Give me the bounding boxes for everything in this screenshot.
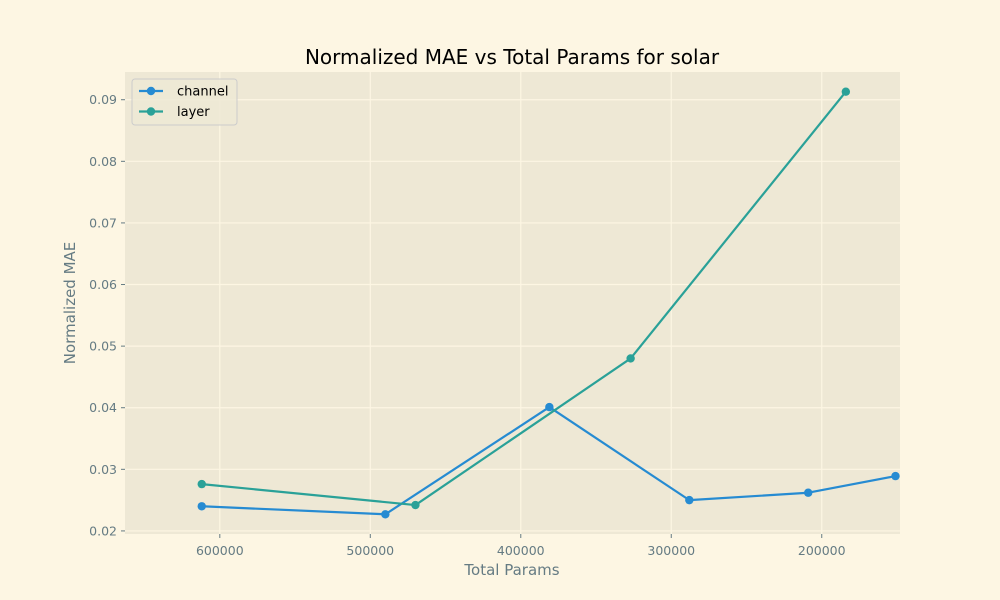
legend-marker-swatch [146, 86, 156, 96]
y-axis-label: Normalized MAE [61, 242, 79, 365]
legend-items: channel layer [139, 85, 228, 120]
data-point-layer [411, 500, 420, 510]
axis-ticks: 600000 500000 400000 300000 200000 0.02 0.03 0.… [89, 92, 845, 558]
data-point-layer [841, 87, 851, 96]
data-point-layer [626, 354, 635, 363]
x-tick-label: 300000 [647, 543, 695, 558]
data-point-layer [197, 479, 206, 489]
x-axis-label: Total Params [463, 561, 559, 579]
legend: channel layer [131, 78, 238, 126]
legend-label: channel [177, 85, 228, 100]
legend-item-channel: channel [139, 85, 228, 100]
data-point-channel [804, 488, 813, 497]
x-tick-label: 500000 [346, 543, 394, 558]
data-point-channel [381, 510, 390, 519]
x-tick-label: 200000 [798, 543, 846, 558]
series-channel [197, 402, 900, 519]
legend-label: layer [177, 105, 210, 120]
y-tick-label: 0.04 [89, 400, 117, 415]
y-tick-label: 0.03 [89, 462, 117, 477]
chart-title: Normalized MAE vs Total Params for solar [305, 45, 720, 69]
y-tick-label: 0.05 [89, 339, 117, 354]
series-layer [197, 87, 900, 519]
plot-area [125, 72, 900, 534]
y-tick-label: 0.02 [89, 523, 117, 538]
y-tick-label: 0.08 [89, 154, 117, 169]
legend-item-layer: layer [139, 105, 210, 120]
x-tick-label: 400000 [497, 543, 545, 558]
data-point-channel [545, 402, 554, 412]
legend-marker-swatch [146, 107, 156, 116]
series-line-layer [200, 90, 847, 507]
series-line-channel [200, 406, 897, 516]
data-point-channel [891, 471, 900, 481]
x-tick-label: 600000 [196, 543, 244, 558]
data-point-channel [685, 495, 694, 505]
data-point-channel [197, 502, 206, 511]
y-tick-label: 0.07 [89, 215, 117, 230]
series-layer [197, 87, 851, 510]
y-tick-label: 0.09 [89, 92, 117, 107]
y-tick-label: 0.06 [89, 277, 117, 292]
grid-lines [125, 72, 900, 534]
